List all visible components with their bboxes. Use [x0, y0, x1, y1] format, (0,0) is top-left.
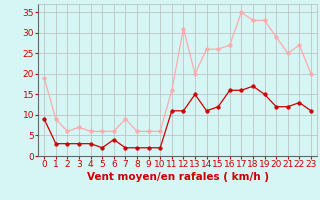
X-axis label: Vent moyen/en rafales ( km/h ): Vent moyen/en rafales ( km/h ) — [87, 172, 268, 182]
